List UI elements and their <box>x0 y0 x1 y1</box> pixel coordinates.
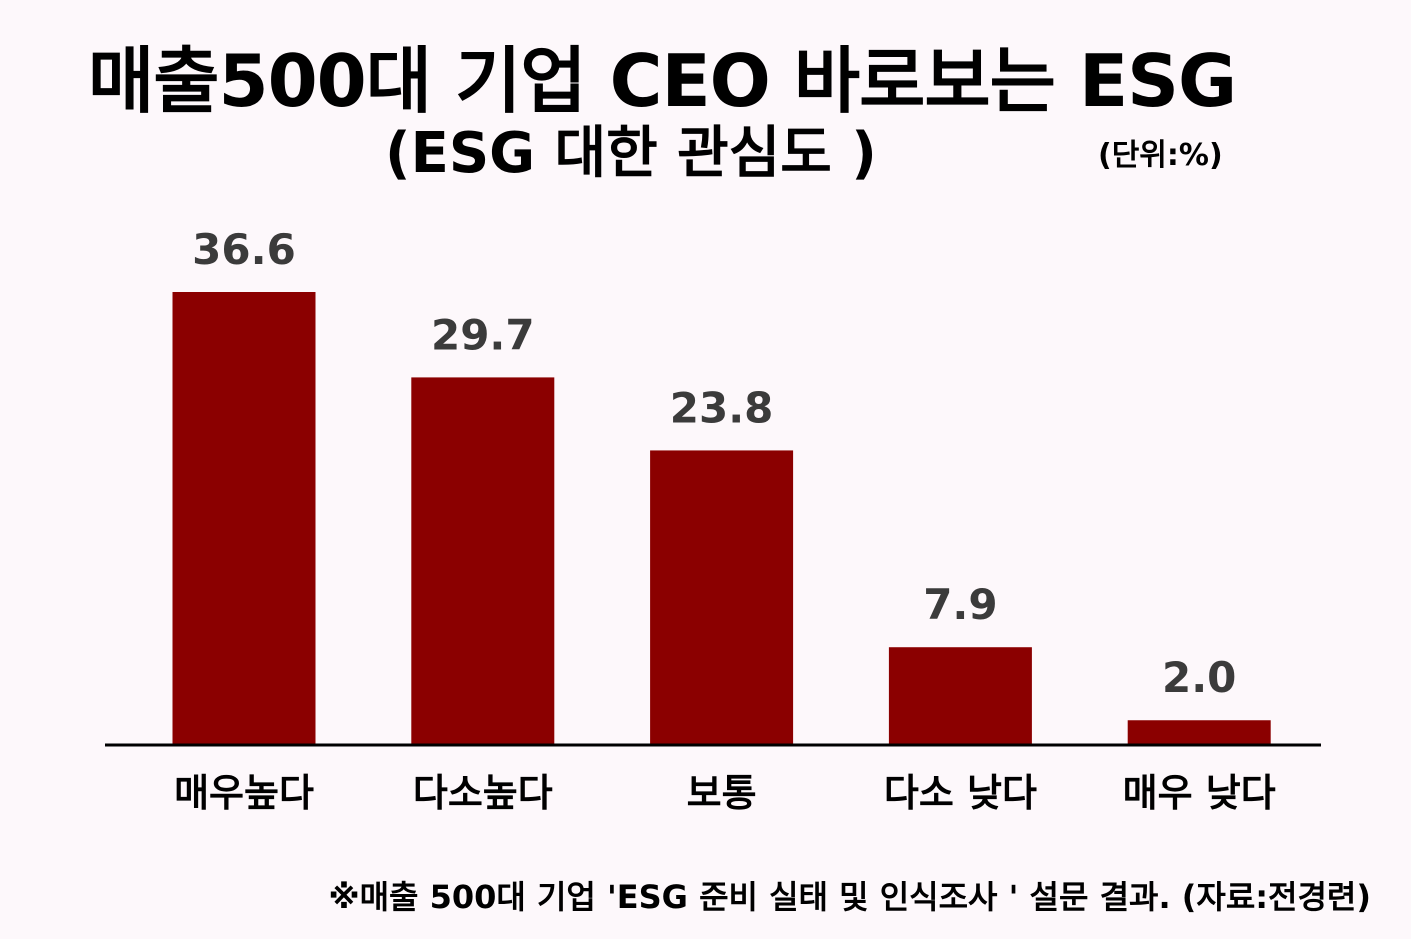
value-label-3: 7.9 <box>923 580 997 629</box>
category-label-2: 보통 <box>687 771 757 815</box>
category-label-0: 매우높다 <box>174 771 314 815</box>
bar-4 <box>1127 720 1271 745</box>
value-label-4: 2.0 <box>1162 653 1236 702</box>
chart-subtitle: (ESG 대한 관심도 ) <box>385 121 877 186</box>
category-label-3: 다소 낮다 <box>884 771 1037 815</box>
value-label-1: 29.7 <box>431 310 535 359</box>
chart-title: 매출500대 기업 CEO 바로보는 ESG <box>88 39 1237 123</box>
value-label-2: 23.8 <box>670 383 774 432</box>
source-footnote: ※매출 500대 기업 'ESG 준비 실태 및 인식조사 ' 설문 결과. (… <box>328 878 1371 916</box>
bar-3 <box>888 647 1032 745</box>
value-label-0: 36.6 <box>192 225 296 274</box>
category-label-4: 매우 낮다 <box>1123 771 1276 815</box>
bar-1 <box>411 377 555 745</box>
bar-2 <box>650 450 794 745</box>
unit-label: (단위:%) <box>1098 138 1223 173</box>
bar-0 <box>172 292 316 745</box>
category-label-1: 다소높다 <box>413 771 553 815</box>
